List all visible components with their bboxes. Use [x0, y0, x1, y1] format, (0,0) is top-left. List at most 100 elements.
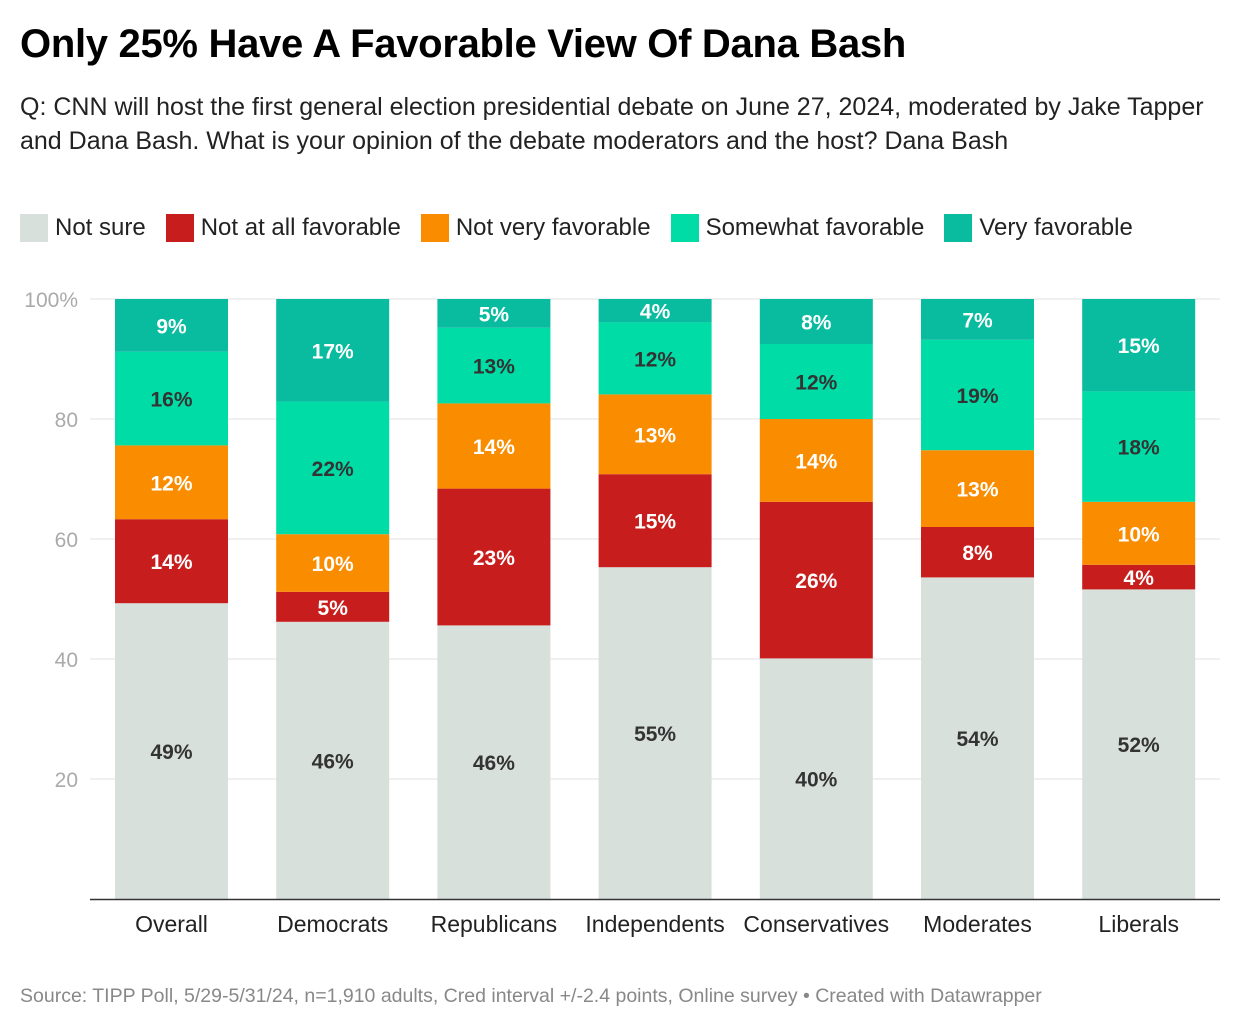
data-label: 8%: [962, 542, 993, 565]
data-label: 55%: [634, 723, 676, 746]
data-label: 13%: [634, 424, 676, 447]
data-label: 4%: [640, 301, 671, 324]
bar-segment: [1082, 564, 1196, 590]
data-label: 49%: [150, 741, 192, 764]
data-label: 46%: [312, 750, 354, 773]
data-label: 13%: [473, 356, 515, 379]
data-label: 23%: [473, 547, 515, 570]
data-label: 13%: [956, 479, 998, 502]
x-tick-label: Independents: [585, 911, 724, 937]
data-label: 12%: [634, 348, 676, 371]
data-label: 16%: [150, 389, 192, 412]
bar-segment: [276, 534, 390, 592]
bar-segment: [921, 577, 1034, 899]
stacked-bar-chart: 20 40 60 80 100% 49% 14% 12% 16% 9% Overall 46% 5% 10…: [24, 289, 1220, 937]
bar-segment: [437, 327, 551, 404]
data-label: 14%: [473, 436, 515, 459]
legend-swatch: [670, 214, 699, 242]
source-note: Source: TIPP Poll, 5/29-5/31/24, n=1,910…: [20, 985, 1042, 1007]
bar-segment: [598, 567, 712, 899]
legend-item: Not very favorable: [420, 214, 651, 242]
data-label: 26%: [795, 570, 837, 593]
data-label: 18%: [1118, 437, 1160, 460]
data-label: 12%: [150, 472, 192, 495]
y-tick-label: 60: [55, 529, 78, 552]
data-label: 9%: [156, 315, 187, 338]
bar-segment: [115, 445, 228, 520]
bar-segment: [437, 403, 551, 489]
bar-segment: [276, 621, 390, 899]
data-label: 46%: [473, 752, 515, 775]
chart-subtitle: Q: CNN will host the first general elect…: [20, 93, 1204, 155]
bar-segment: [437, 488, 551, 626]
legend-swatch: [165, 214, 194, 242]
data-label: 22%: [312, 458, 354, 481]
data-label: 5%: [479, 303, 510, 326]
bar-segment: [598, 322, 712, 395]
bar-segment: [115, 351, 228, 446]
data-label: 7%: [962, 309, 993, 332]
legend-swatch: [944, 214, 973, 242]
legend-label: Somewhat favorable: [705, 214, 925, 241]
bar-segment: [437, 299, 551, 328]
bar-segment: [759, 501, 873, 659]
data-label: 4%: [1124, 567, 1155, 590]
bar-segment: [921, 450, 1034, 527]
legend-label: Not very favorable: [455, 214, 651, 241]
data-label: 15%: [634, 511, 676, 534]
legend-label: Not sure: [55, 214, 146, 241]
bar-segment: [921, 339, 1034, 451]
x-tick-label: Overall: [135, 911, 208, 937]
bar-segment: [437, 625, 551, 899]
x-tick-label: Democrats: [277, 911, 388, 937]
bar-segment: [115, 603, 228, 899]
data-label: 10%: [312, 553, 354, 576]
bar-segment: [1082, 299, 1196, 392]
y-tick-label: 100%: [24, 289, 78, 312]
bar-segment: [276, 591, 390, 622]
bar-segment: [1082, 589, 1196, 899]
bar-segment: [115, 519, 228, 604]
bar-segment: [759, 344, 873, 419]
data-label: 19%: [956, 385, 998, 408]
legend-swatch: [20, 214, 48, 242]
data-label: 17%: [312, 340, 354, 363]
legend-item: Somewhat favorable: [670, 214, 925, 242]
data-label: 12%: [795, 372, 837, 395]
legend-item: Not at all favorable: [165, 214, 401, 242]
data-label: 5%: [318, 597, 349, 620]
legend: Not sure Not at all favorable Not very fav…: [20, 212, 1153, 244]
bar-segment: [276, 401, 390, 535]
legend-label: Not at all favorable: [200, 214, 401, 241]
bar-segment: [598, 299, 712, 323]
legend-swatch: [420, 214, 449, 242]
data-label: 54%: [956, 728, 998, 751]
y-tick-label: 80: [55, 409, 78, 432]
bar-segment: [276, 299, 390, 402]
bar-segment: [115, 299, 228, 352]
bar-segment: [598, 474, 712, 568]
data-label: 14%: [795, 450, 837, 473]
bar-segment: [759, 299, 873, 344]
legend-item: Not sure: [20, 214, 146, 242]
bar-segment: [598, 394, 712, 475]
bar-segment: [759, 419, 873, 502]
bar-segment: [1082, 391, 1196, 502]
x-tick-label: Republicans: [431, 911, 558, 937]
data-label: 52%: [1118, 734, 1160, 757]
data-label: 8%: [801, 312, 832, 335]
x-tick-label: Conservatives: [743, 911, 889, 937]
chart-title: Only 25% Have A Favorable View Of Dana B…: [20, 22, 906, 66]
x-tick-label: Moderates: [923, 911, 1032, 937]
legend-item: Very favorable: [944, 214, 1133, 242]
bar-segment: [921, 527, 1034, 578]
bar-segment: [759, 658, 873, 899]
x-tick-label: Liberals: [1098, 911, 1179, 937]
data-label: 15%: [1118, 335, 1160, 358]
bar-segment: [1082, 501, 1196, 565]
data-label: 14%: [150, 551, 192, 574]
y-tick-label: 40: [55, 649, 78, 672]
y-tick-label: 20: [55, 769, 78, 792]
data-label: 40%: [795, 769, 837, 792]
bar-segment: [921, 299, 1034, 340]
